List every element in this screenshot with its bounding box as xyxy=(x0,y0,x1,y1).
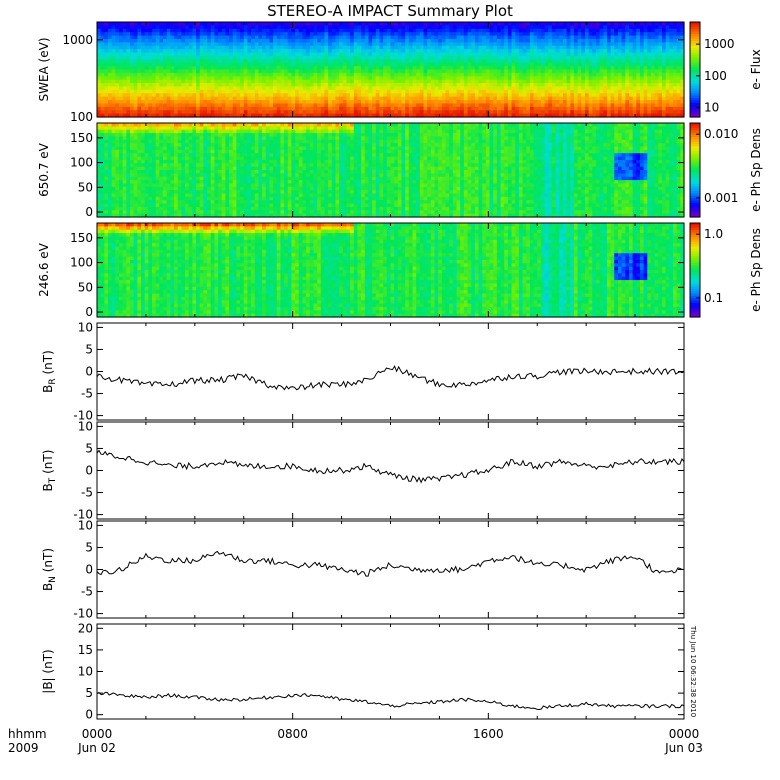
spectrogram-ytick-1-1: 1000 xyxy=(62,33,93,47)
line-ytick-4-2: 10 xyxy=(78,665,93,679)
line-ylabel-1: BR (nT) xyxy=(41,350,58,393)
spectrogram-panel-3: 0 50 100 150 246.6 eV xyxy=(37,222,685,319)
line-ytick-3-4: 10 xyxy=(78,518,93,532)
line-ytick-2-4: 10 xyxy=(78,419,93,433)
colorbar-label-3: e- Ph Sp Dens xyxy=(749,228,763,312)
line-ytick-1-3: 5 xyxy=(85,342,93,356)
spectrogram-ylabel-1: SWEA (eV) xyxy=(37,37,51,101)
line-ytick-1-0: -10 xyxy=(73,409,93,423)
spectrogram-ytick-3-1: 50 xyxy=(78,280,93,294)
time-tick-label-1: 0800 xyxy=(277,727,308,741)
series-line-2 xyxy=(96,449,685,484)
colorbar-tick-1-2: 1000 xyxy=(704,37,735,51)
line-ytick-3-3: 5 xyxy=(85,540,93,554)
spectrogram-ytick-3-3: 150 xyxy=(70,231,93,245)
spectrogram-ytick-2-3: 150 xyxy=(70,131,93,145)
time-tick-label-2: 1600 xyxy=(473,727,504,741)
colorbar-tick-2-1: 0.010 xyxy=(704,127,738,141)
timestamp: Thu Jun 10 06:32:38 2010 xyxy=(689,625,697,717)
spectrogram-ytick-2-2: 100 xyxy=(70,156,93,170)
colorbar-label-2: e- Ph Sp Dens xyxy=(749,128,763,212)
colorbar-tick-1-0: 10 xyxy=(704,100,719,114)
colorbar-3: 0.1 1.0 e- Ph Sp Dens xyxy=(689,222,763,318)
line-ytick-3-2: 0 xyxy=(85,563,93,577)
line-ytick-4-0: 0 xyxy=(85,708,93,722)
line-ylabel-3: BN (nT) xyxy=(41,548,58,591)
line-ytick-2-3: 5 xyxy=(85,441,93,455)
colorbar-1: 10 100 1000 e- Flux xyxy=(689,21,763,118)
time-corner-year: 2009 xyxy=(8,741,39,755)
line-ylabel-2: BT (nT) xyxy=(41,450,58,492)
spectrogram-ylabel-3: 246.6 eV xyxy=(37,242,51,297)
line-panel-2: -10 -5 0 5 10 BT (nT) xyxy=(41,419,685,522)
spectrogram-ytick-2-1: 50 xyxy=(78,180,93,194)
line-ytick-3-0: -10 xyxy=(73,607,93,621)
spectrogram-ytick-3-0: 0 xyxy=(85,305,93,319)
time-tick-label-0: 0000 xyxy=(82,727,113,741)
time-tick-label-3: 0000 xyxy=(669,727,700,741)
series-line-1 xyxy=(96,365,685,391)
line-ytick-2-1: -5 xyxy=(81,486,93,500)
spectrogram-panel-1: 100 1000 SWEA (eV) xyxy=(37,21,685,124)
spectrogram-panel-2: 0 50 100 150 650.7 eV xyxy=(37,122,685,219)
colorbar-label-1: e- Flux xyxy=(749,49,763,89)
time-tick-date-3: Jun 03 xyxy=(664,741,703,755)
spectrogram-ylabel-2: 650.7 eV xyxy=(37,142,51,197)
line-panel-1: -10 -5 0 5 10 BR (nT) xyxy=(41,320,685,423)
line-ylabel-4: |B| (nT) xyxy=(41,649,55,693)
series-line-4 xyxy=(96,691,685,711)
line-ytick-1-4: 10 xyxy=(78,320,93,334)
line-ytick-3-1: -5 xyxy=(81,585,93,599)
colorbar-2: 0.001 0.010 e- Ph Sp Dens xyxy=(689,122,763,218)
time-tick-date-0: Jun 02 xyxy=(77,741,116,755)
line-ytick-1-1: -5 xyxy=(81,387,93,401)
line-panel-3: -10 -5 0 5 10 BN (nT) xyxy=(41,518,685,621)
time-corner-label: hhmm xyxy=(8,727,47,741)
colorbar-tick-3-1: 1.0 xyxy=(704,227,723,241)
line-ytick-2-0: -10 xyxy=(73,508,93,522)
line-ytick-4-3: 15 xyxy=(78,643,93,657)
line-ytick-1-2: 0 xyxy=(85,365,93,379)
series-line-3 xyxy=(96,550,685,577)
colorbar-tick-3-0: 0.1 xyxy=(704,291,723,305)
colorbar-tick-2-0: 0.001 xyxy=(704,191,738,205)
line-ytick-2-2: 0 xyxy=(85,464,93,478)
line-panel-4: 0 5 10 15 20 |B| (nT) xyxy=(41,621,685,722)
colorbar-tick-1-1: 100 xyxy=(704,69,727,83)
plot-title: STEREO-A IMPACT Summary Plot xyxy=(267,2,513,20)
spectrogram-ytick-3-2: 100 xyxy=(70,256,93,270)
line-ytick-4-1: 5 xyxy=(85,686,93,700)
line-ytick-4-4: 20 xyxy=(78,621,93,635)
spectrogram-ytick-1-0: 100 xyxy=(70,110,93,124)
spectrogram-ytick-2-0: 0 xyxy=(85,205,93,219)
